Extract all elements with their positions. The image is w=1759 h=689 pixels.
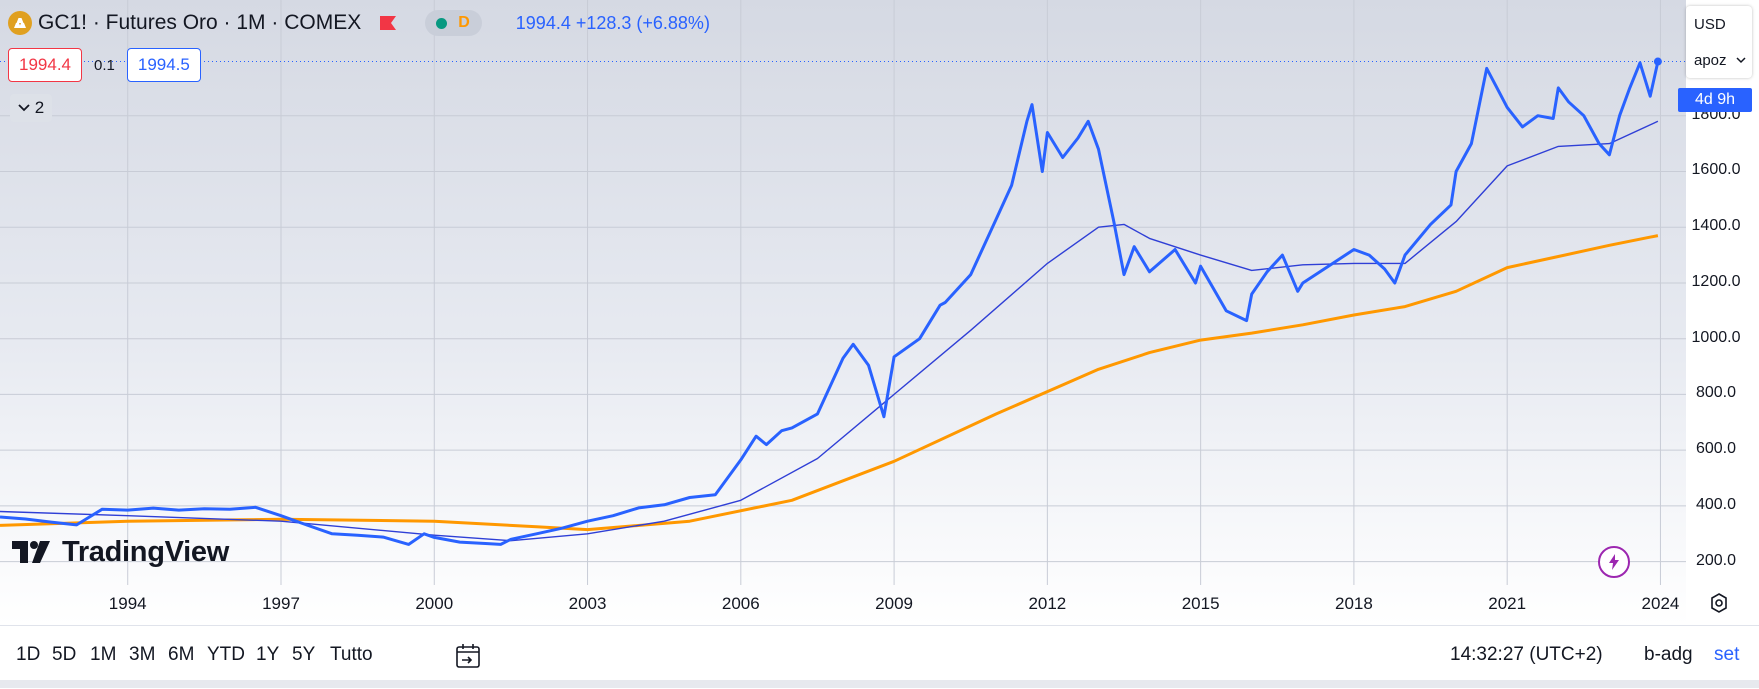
chevron-down-icon <box>18 104 30 112</box>
price-tick-label: 200.0 <box>1695 551 1737 569</box>
time-tick-label: 2021 <box>1488 594 1527 613</box>
flag-icon[interactable] <box>379 15 397 31</box>
price-chart[interactable] <box>0 0 1759 625</box>
time-tick-label: 2003 <box>568 594 607 613</box>
timezone-clock[interactable]: 14:32:27 (UTC+2) <box>1450 644 1603 665</box>
time-tick-label: 2018 <box>1334 594 1373 613</box>
lightning-icon[interactable] <box>1598 546 1630 578</box>
indicator-count: 2 <box>34 98 45 117</box>
buy-button[interactable]: 1994.5 <box>126 48 201 82</box>
range-button[interactable]: 5Y <box>292 644 316 665</box>
axis-settings-icon[interactable] <box>1708 592 1730 614</box>
range-button[interactable]: 5D <box>52 644 77 665</box>
price-line[interactable] <box>0 61 1660 546</box>
market-open-dot <box>436 17 448 29</box>
range-button[interactable]: 6M <box>168 644 195 665</box>
market-status-pill[interactable]: D <box>425 10 482 36</box>
range-button[interactable]: 1Y <box>256 644 280 665</box>
time-tick-label: 2012 <box>1028 594 1067 613</box>
sell-button[interactable]: 1994.4 <box>8 48 82 82</box>
currency-select[interactable]: USD <box>1686 6 1752 42</box>
currency-value: USD <box>1694 15 1726 33</box>
time-tick-label: 2024 <box>1641 594 1680 613</box>
indicators-toggle[interactable]: 2 <box>10 94 52 122</box>
unit-value: apoz <box>1694 51 1727 69</box>
price-tick-label: 1400.0 <box>1691 217 1741 235</box>
settings-toggle[interactable]: set <box>1714 644 1740 665</box>
chart-series <box>0 57 1662 546</box>
price-tick-label: 1200.0 <box>1691 272 1741 290</box>
range-button[interactable]: 1M <box>90 644 117 665</box>
ma-fast-line[interactable] <box>0 120 1659 542</box>
last-quote: 1994.4 +128.3 (+6.88%) <box>515 12 710 33</box>
price-tick-label: 1000.0 <box>1691 328 1741 346</box>
range-button[interactable]: Tutto <box>330 644 373 665</box>
time-tick-label: 2015 <box>1181 594 1220 613</box>
unit-select[interactable]: apoz <box>1686 42 1752 78</box>
go-to-date-icon[interactable] <box>454 642 482 670</box>
price-tick-label: 400.0 <box>1695 495 1737 513</box>
range-button[interactable]: 1D <box>16 644 41 665</box>
gold-bars-icon <box>8 11 32 35</box>
symbol-legend[interactable]: GC1! · Futures Oro · 1M · COMEX D 1994.4… <box>8 8 710 38</box>
bottom-toolbar: 1D 5D 1M 3M 6M YTD 1Y 5Y Tutto 14:32:27 (UTC+2) … <box>0 625 1759 689</box>
bid-ask-row: 1994.4 0.1 1994.5 <box>8 48 201 82</box>
time-tick-label: 2006 <box>721 594 760 613</box>
price-tick-label: 800.0 <box>1695 384 1737 402</box>
bottom-divider <box>0 680 1759 688</box>
price-tick-label: 600.0 <box>1695 440 1737 458</box>
delayed-data-badge: D <box>458 14 470 31</box>
time-tick-label: 1994 <box>108 594 147 613</box>
price-tick-label: 1600.0 <box>1691 161 1741 179</box>
time-tick-label: 2009 <box>875 594 913 613</box>
ma-slow-line[interactable] <box>0 234 1659 532</box>
symbol-title[interactable]: GC1! · Futures Oro · 1M · COMEX <box>38 11 362 34</box>
currency-unit-panel: USD apoz <box>1686 6 1752 78</box>
bar-countdown-tag: 4d 9h <box>1678 88 1752 112</box>
adjustment-toggle[interactable]: b-adg <box>1644 644 1693 665</box>
range-button[interactable]: 3M <box>129 644 156 665</box>
time-tick-label: 1997 <box>262 594 300 613</box>
range-button[interactable]: YTD <box>207 644 245 665</box>
spread-value: 0.1 <box>94 56 115 74</box>
tradingview-wordmark: TradingView <box>62 536 229 568</box>
tradingview-mark-icon <box>12 540 50 563</box>
chart-grid <box>0 0 1686 585</box>
tradingview-logo[interactable]: TradingView <box>12 536 229 569</box>
last-price-dot <box>1653 57 1662 66</box>
time-tick-label: 2000 <box>415 594 454 613</box>
chevron-down-icon <box>1736 57 1746 64</box>
